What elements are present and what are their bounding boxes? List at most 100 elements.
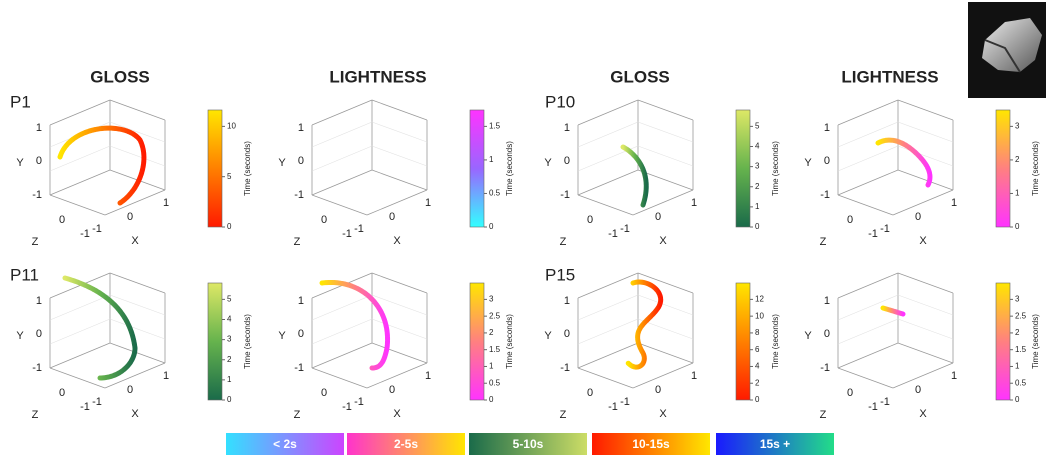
- grid-line: [638, 146, 693, 166]
- x-tick-label: -1: [354, 396, 364, 408]
- y-tick-label: 0: [564, 328, 570, 340]
- axis-label: X: [131, 408, 139, 420]
- colorbar-tick-label: 0: [227, 222, 232, 231]
- z-tick-label: 0: [847, 214, 853, 226]
- colorbar-tick-label: 1: [489, 362, 494, 371]
- colorbar-tick-label: 10: [227, 121, 236, 130]
- colorbar-tick-label: 3: [1015, 121, 1020, 130]
- colorbar: [470, 283, 484, 400]
- colorbar: [736, 110, 750, 227]
- trajectory: [628, 282, 661, 367]
- y-tick-label: -1: [820, 362, 830, 374]
- y-tick-label: 0: [824, 155, 830, 167]
- z-tick-label: 0: [59, 387, 65, 399]
- x-tick-label: 1: [951, 370, 957, 382]
- z-tick-label: 0: [587, 214, 593, 226]
- colorbar-tick-label: 1: [755, 202, 760, 211]
- axis-box-edge: [893, 363, 953, 388]
- colorbar-tick-label: 5: [227, 294, 232, 303]
- x-tick-label: -1: [620, 396, 630, 408]
- x-tick-label: -1: [880, 396, 890, 408]
- axis-box-edge: [578, 273, 638, 298]
- axis-box-edge: [372, 273, 427, 293]
- axis-label: Z: [820, 236, 827, 248]
- axis-box-edge: [110, 100, 165, 120]
- colorbar-label: Time (seconds): [771, 141, 780, 196]
- axis-box-edge: [312, 343, 372, 368]
- axis-label: X: [919, 235, 927, 247]
- axis-box-edge: [893, 190, 953, 215]
- colorbar-tick-label: 3: [1015, 294, 1020, 303]
- axis-box-edge: [110, 273, 165, 293]
- trajectory: [623, 147, 646, 205]
- colorbar-tick-label: 4: [227, 315, 232, 324]
- grid-line: [312, 319, 372, 344]
- axis-label: Z: [32, 409, 39, 421]
- grid-line: [110, 146, 165, 166]
- thumbnail: [968, 2, 1046, 98]
- y-tick-label: -1: [32, 362, 42, 374]
- z-tick-label: -1: [868, 228, 878, 240]
- grid-line: [372, 319, 427, 339]
- x-tick-label: 0: [127, 211, 133, 223]
- axis-label: Z: [560, 236, 567, 248]
- y-tick-label: 0: [36, 155, 42, 167]
- axis-label: Z: [294, 409, 301, 421]
- axis-label: X: [131, 235, 139, 247]
- trajectory: [883, 308, 903, 314]
- x-tick-label: 1: [691, 197, 697, 209]
- x-tick-label: 1: [163, 370, 169, 382]
- grid-line: [638, 122, 693, 142]
- axis-box-edge: [898, 170, 953, 190]
- colorbar-tick-label: 0: [1015, 222, 1020, 231]
- axis-label: Y: [278, 157, 286, 169]
- trajectory: [878, 140, 930, 185]
- x-tick-label: 0: [655, 211, 661, 223]
- legend-label: 5-10s: [513, 437, 544, 451]
- plot-panel: P15Y10-10-1Z-101X024681012Time (seconds): [544, 265, 780, 420]
- axis-label: X: [393, 408, 401, 420]
- colorbar-tick-label: 1.5: [489, 121, 501, 130]
- z-tick-label: 0: [587, 387, 593, 399]
- plot-panel: P10Y10-10-1Z-101X012345Time (seconds): [544, 92, 780, 247]
- x-tick-label: 0: [127, 384, 133, 396]
- colorbar-tick-label: 0: [489, 395, 494, 404]
- grid-line: [838, 122, 898, 147]
- grid-line: [312, 146, 372, 171]
- axis-box-edge: [367, 190, 427, 215]
- axis-box-edge: [372, 170, 427, 190]
- y-tick-label: 0: [36, 328, 42, 340]
- grid-line: [372, 146, 427, 166]
- z-tick-label: 0: [321, 214, 327, 226]
- axis-box-edge: [838, 195, 893, 215]
- axis-label: Z: [560, 409, 567, 421]
- axis-box-edge: [50, 100, 110, 125]
- colorbar-tick-label: 0.5: [489, 378, 501, 387]
- grid-line: [50, 319, 110, 344]
- x-tick-label: 0: [389, 211, 395, 223]
- axis-label: Y: [16, 330, 24, 342]
- y-tick-label: 1: [564, 122, 570, 134]
- colorbar-tick-label: 2: [489, 328, 494, 337]
- y-tick-label: -1: [32, 189, 42, 201]
- legend-label: 10-15s: [632, 437, 670, 451]
- colorbar: [208, 110, 222, 227]
- y-tick-label: 0: [564, 155, 570, 167]
- colorbar-tick-label: 0.5: [1015, 378, 1027, 387]
- colorbar-tick-label: 2: [755, 182, 760, 191]
- x-tick-label: 1: [951, 197, 957, 209]
- grid-line: [838, 146, 898, 171]
- colorbar-tick-label: 2.5: [1015, 311, 1027, 320]
- axis-box-edge: [838, 343, 898, 368]
- grid-line: [838, 319, 898, 344]
- y-tick-label: 0: [298, 328, 304, 340]
- colorbar-tick-label: 5: [227, 172, 232, 181]
- colorbar-tick-label: 3: [489, 294, 494, 303]
- colorbar-tick-label: 2: [755, 378, 760, 387]
- colorbar-tick-label: 1: [227, 375, 232, 384]
- axis-box-edge: [898, 343, 953, 363]
- column-header: LIGHTNESS: [329, 67, 426, 86]
